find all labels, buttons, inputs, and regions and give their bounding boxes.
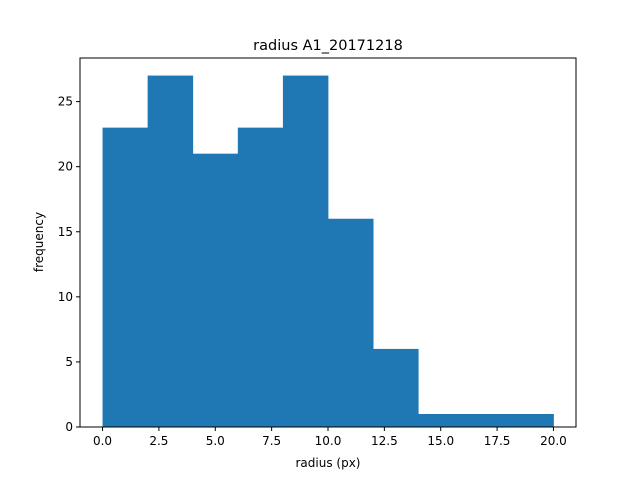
y-tick-label: 25: [58, 95, 73, 109]
histogram-bar: [373, 348, 419, 427]
x-tick-label: 15.0: [427, 434, 454, 448]
y-axis-label: frequency: [32, 212, 46, 272]
x-tick-label: 0.0: [93, 434, 112, 448]
histogram-bar: [192, 153, 239, 427]
y-tick-label: 5: [65, 355, 73, 369]
x-tick-label: 17.5: [484, 434, 511, 448]
histogram-bar: [418, 413, 464, 427]
y-tick-label: 0: [65, 420, 73, 434]
histogram-bar: [102, 127, 149, 427]
y-tick-label: 10: [58, 290, 73, 304]
y-tick-label: 15: [58, 225, 73, 239]
x-axis-label: radius (px): [296, 456, 361, 470]
x-tick-label: 12.5: [371, 434, 398, 448]
chart-title: radius A1_20171218: [253, 38, 403, 54]
histogram-bar: [282, 75, 329, 428]
histogram-bar: [237, 127, 284, 427]
x-tick-label: 20.0: [540, 434, 567, 448]
y-tick-label: 20: [58, 160, 73, 174]
histogram-bar: [328, 218, 374, 427]
x-tick-label: 2.5: [149, 434, 168, 448]
histogram-bar: [147, 75, 194, 428]
y-axis: 0 5 10 15 20 25: [58, 95, 80, 434]
x-axis: 0.0 2.5 5.0 7.5 10.0 12.5 15.0 17.5 20.0: [93, 427, 567, 448]
bars-group: [102, 75, 554, 428]
x-tick-label: 10.0: [315, 434, 342, 448]
x-tick-label: 5.0: [206, 434, 225, 448]
x-tick-label: 7.5: [262, 434, 281, 448]
histogram-bar: [463, 413, 509, 427]
histogram-bar: [508, 413, 554, 427]
